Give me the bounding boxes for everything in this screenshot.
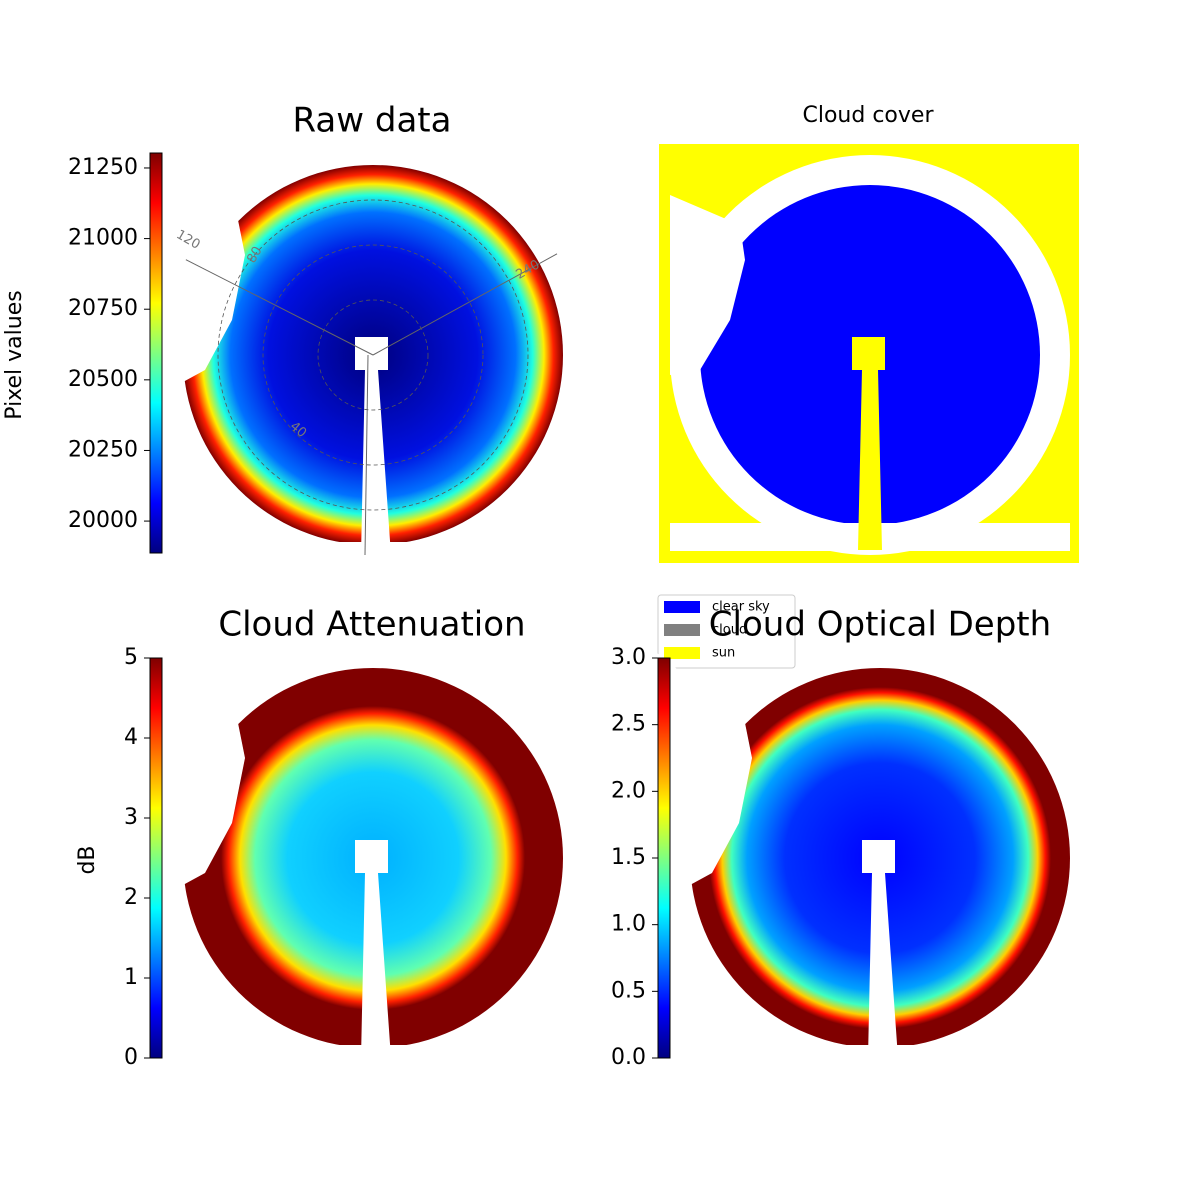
colorbar-tick-label: 5 (124, 645, 138, 670)
colorbar-tick-label: 2.5 (611, 712, 646, 737)
polar-axis (372, 253, 558, 356)
colorbar-tick-label: 20500 (68, 367, 138, 392)
colorbar-label: dB (75, 845, 100, 874)
legend-label: cloud (712, 623, 747, 638)
sun-slit (852, 337, 885, 550)
colorbar-tick-label: 3.0 (611, 645, 646, 670)
mask-notch (150, 150, 245, 400)
mask-bottom (173, 1045, 573, 1065)
polar-circle (217, 199, 529, 511)
colorbar (149, 657, 163, 1059)
colorbar (149, 152, 163, 554)
colorbar-tick-label: 2.0 (611, 778, 646, 803)
colorbar-tick-label: 0.0 (611, 1045, 646, 1070)
legend-swatch (664, 624, 700, 636)
cloud-mask (670, 155, 1070, 555)
chart-title: Raw data (293, 101, 452, 141)
polar-circle (262, 244, 484, 466)
colorbar-tick-label: 20000 (68, 508, 138, 533)
colorbar-tick-label: 20250 (68, 437, 138, 462)
colorbar-tick-label: 0 (124, 1045, 138, 1070)
colorbar-tick-label: 20750 (68, 296, 138, 321)
colorbar-tick-label: 21000 (68, 226, 138, 251)
sky-image (150, 653, 573, 1065)
legend-label: clear sky (712, 600, 770, 615)
colorbar-tick-label: 1.5 (611, 845, 646, 870)
mask-slit (355, 840, 391, 1058)
chart-title: Cloud Attenuation (218, 605, 525, 645)
mask-slit (355, 337, 391, 555)
colorbar (657, 657, 671, 1059)
colorbar-tick-label: 2 (124, 885, 138, 910)
polar-circle (317, 299, 429, 411)
mask-bottom (680, 1045, 1080, 1065)
chart-title: Cloud Optical Depth (709, 605, 1051, 645)
legend-label: sun (712, 646, 735, 661)
mask-notch (150, 653, 245, 903)
legend-swatch (664, 601, 700, 613)
polar-axis (185, 259, 374, 356)
colorbar-label: Pixel values (2, 290, 27, 419)
mask-notch (657, 653, 752, 903)
mask-slit (862, 840, 898, 1058)
colorbar-tick-label: 1 (124, 965, 138, 990)
colorbar-tick-label: 0.5 (611, 978, 646, 1003)
sky-image (657, 653, 1080, 1065)
legend-swatch (664, 647, 700, 659)
mask-bottom (173, 542, 573, 562)
mask-notch (670, 195, 745, 375)
chart-title: Cloud cover (803, 103, 935, 128)
colorbar-tick-label: 3 (124, 805, 138, 830)
polar-label: 80 (244, 244, 265, 266)
colorbar-tick-label: 1.0 (611, 912, 646, 937)
colorbar-tick-label: 4 (124, 725, 138, 750)
colorbar-tick-label: 21250 (68, 155, 138, 180)
polar-axis (364, 354, 369, 556)
